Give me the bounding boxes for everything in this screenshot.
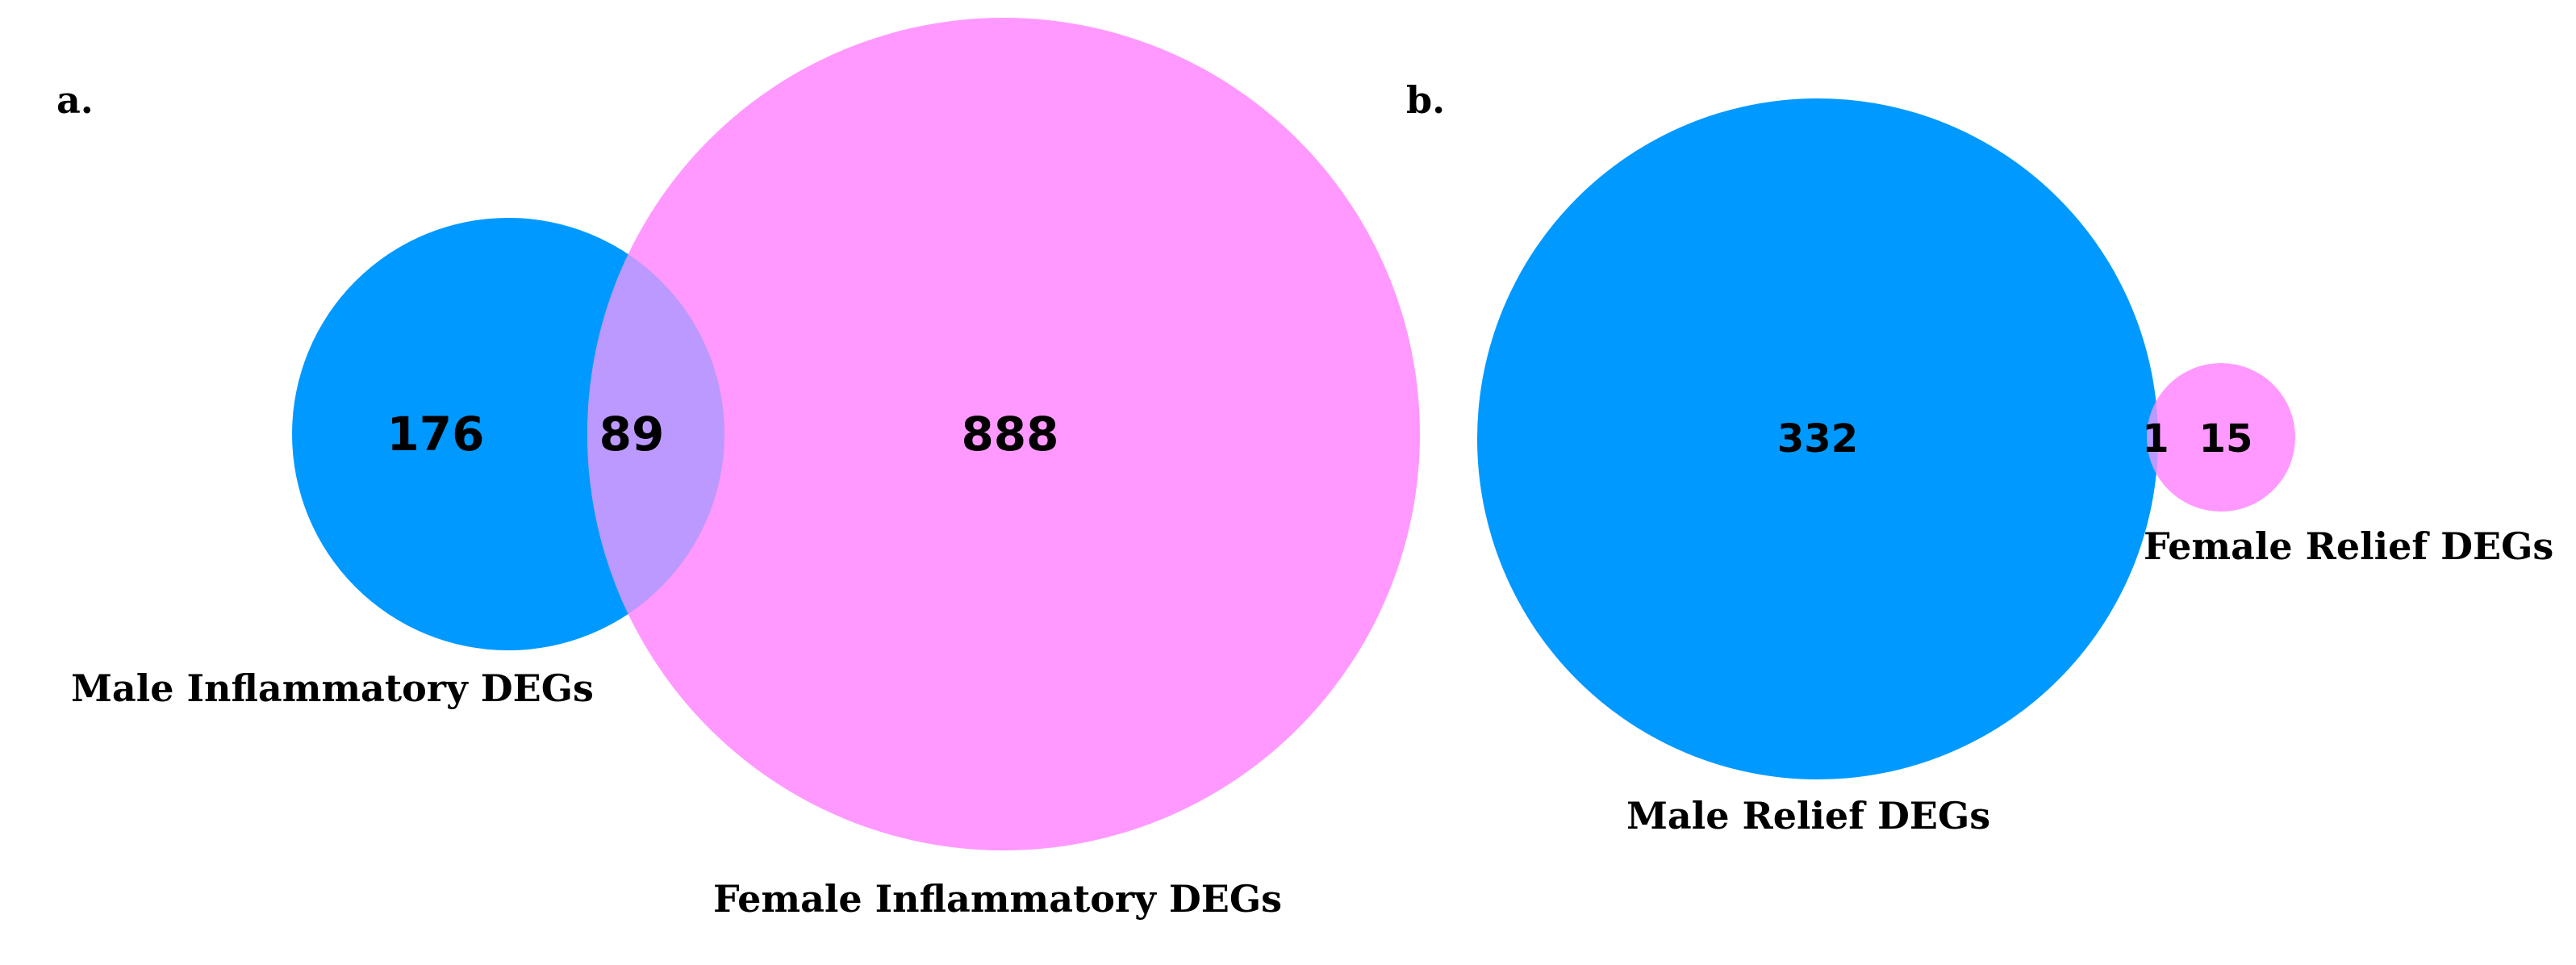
female-inflammatory-label: Female Inflammatory DEGs: [713, 877, 1282, 921]
panel-a-label: a.: [56, 78, 94, 122]
panel-b-label: b.: [1406, 78, 1445, 122]
male-inflammatory-label: Male Inflammatory DEGs: [71, 666, 594, 710]
male-relief-label: Male Relief DEGs: [1626, 794, 1990, 838]
shared-relief-count: 1: [2142, 416, 2169, 462]
shared-inflammatory-count: 89: [599, 407, 665, 462]
male-relief-circle: [1477, 98, 2158, 779]
panel-a: a. 176 89 888 Male Inflammatory DEGs Fem…: [56, 18, 1420, 921]
female-only-relief-count: 15: [2199, 416, 2253, 462]
female-inflammatory-circle: [587, 18, 1420, 850]
male-only-relief-count: 332: [1777, 416, 1858, 462]
female-relief-circle: [2147, 363, 2295, 512]
female-only-inflammatory-count: 888: [961, 407, 1058, 462]
female-relief-label: Female Relief DEGs: [2144, 524, 2553, 568]
panel-b: b. 332 1 15 Male Relief DEGs Female Reli…: [1406, 78, 2553, 838]
male-only-inflammatory-count: 176: [386, 407, 484, 462]
